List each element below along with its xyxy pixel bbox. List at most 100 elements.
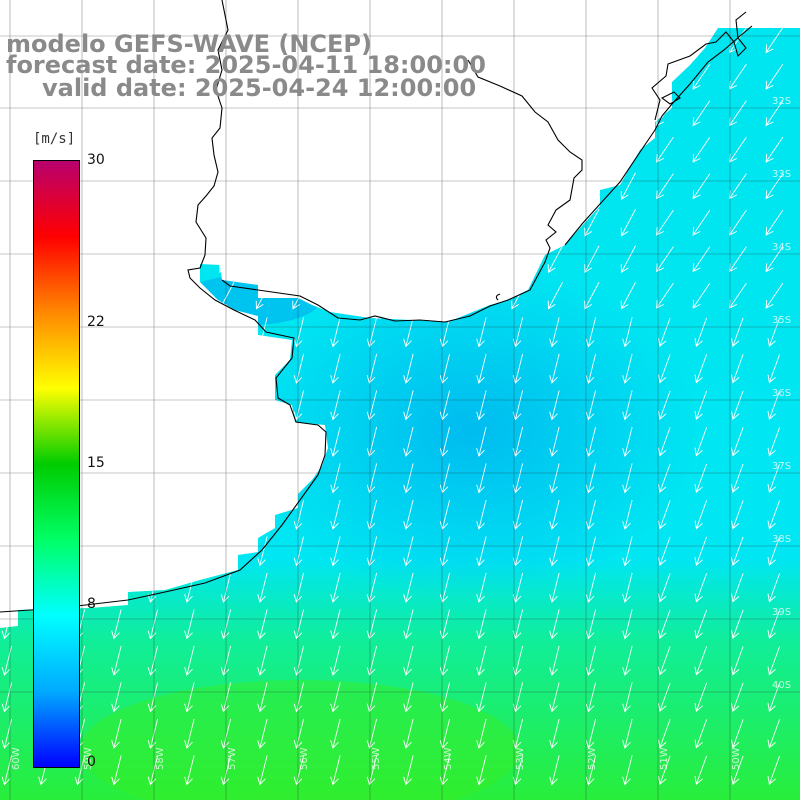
wind-arrow xyxy=(731,500,744,530)
wind-arrow xyxy=(330,609,341,640)
wind-arrow xyxy=(366,609,378,640)
wind-arrow xyxy=(293,609,305,640)
wind-arrow xyxy=(549,353,560,384)
colorbar-tick-label: 0 xyxy=(87,754,96,770)
wind-arrow xyxy=(549,536,560,567)
wind-arrow xyxy=(476,572,487,603)
wind-arrow xyxy=(694,536,708,566)
wind-arrow xyxy=(765,246,784,273)
latitude-label: 36S xyxy=(772,388,791,399)
wind-arrow xyxy=(549,499,560,530)
wind-arrow xyxy=(366,317,378,348)
wind-arrow xyxy=(439,572,451,603)
colorbar-unit: [m/s] xyxy=(33,131,76,147)
wind-arrow xyxy=(767,719,781,749)
wind-arrow xyxy=(220,718,232,749)
wind-arrow xyxy=(184,718,195,749)
wind-arrow xyxy=(692,136,711,163)
wind-arrow xyxy=(584,282,600,310)
wind-arrow xyxy=(257,718,268,749)
longitude-label: 54W xyxy=(443,747,454,770)
wind-arrow xyxy=(767,463,781,493)
wind-arrow xyxy=(767,646,781,676)
wind-arrow xyxy=(656,282,674,309)
wind-arrow xyxy=(622,317,633,348)
wind-arrow xyxy=(366,755,378,786)
wind-arrow xyxy=(731,646,744,676)
wind-arrow xyxy=(476,499,487,530)
wind-arrow xyxy=(658,719,671,749)
wind-arrow xyxy=(476,645,487,676)
wind-arrow xyxy=(330,499,341,530)
wind-arrow xyxy=(547,282,563,310)
wind-arrow xyxy=(765,173,784,200)
wind-arrow xyxy=(366,499,378,530)
wind-arrow xyxy=(439,353,451,384)
wind-arrow xyxy=(656,173,674,200)
wind-arrow xyxy=(731,609,744,639)
wind-arrow xyxy=(330,463,341,494)
wind-arrow xyxy=(257,536,268,567)
wind-arrow xyxy=(257,609,268,640)
wind-arrow xyxy=(731,719,744,749)
wind-arrow xyxy=(731,755,744,785)
wind-arrow xyxy=(765,63,784,90)
wind-arrow xyxy=(220,572,232,603)
longitude-label: 52W xyxy=(587,747,598,770)
wind-arrow xyxy=(293,353,305,384)
wind-arrow xyxy=(403,755,414,786)
wind-arrow xyxy=(585,353,597,384)
latitude-label: 37S xyxy=(772,461,791,472)
longitude-label: 53W xyxy=(515,747,526,770)
colorbar-tick-label: 8 xyxy=(87,596,96,613)
wind-arrow xyxy=(694,427,708,457)
latitude-label: 34S xyxy=(772,242,791,253)
longitude-label: 56W xyxy=(299,747,310,770)
wind-arrow xyxy=(585,426,597,457)
wind-arrow xyxy=(330,390,341,421)
wind-arrow xyxy=(476,682,487,713)
wind-arrow xyxy=(439,718,451,749)
wind-arrow xyxy=(585,463,597,494)
wind-arrow xyxy=(658,609,671,639)
wind-arrow xyxy=(694,354,708,384)
wind-arrow xyxy=(694,609,708,639)
wind-arrow xyxy=(658,755,671,785)
wind-arrow xyxy=(111,682,122,713)
wind-arrow xyxy=(767,427,781,457)
wind-arrow xyxy=(656,246,674,273)
wind-arrow xyxy=(585,609,597,640)
wind-arrow xyxy=(658,463,671,493)
longitude-label: 50W xyxy=(731,747,742,770)
wind-arrow xyxy=(403,499,414,530)
wind-arrow xyxy=(366,426,378,457)
colorbar-tick-label: 22 xyxy=(87,313,105,330)
wind-arrow xyxy=(257,682,268,713)
wind-arrow xyxy=(220,645,232,676)
wind-arrow xyxy=(293,682,305,713)
wind-arrow xyxy=(293,317,305,348)
coastline xyxy=(0,0,753,613)
wind-arrow xyxy=(767,755,781,785)
latitude-label: 35S xyxy=(772,315,791,326)
wind-arrow xyxy=(257,755,268,786)
wind-arrow xyxy=(765,209,784,236)
latitude-label: 33S xyxy=(772,169,791,180)
wind-arrow xyxy=(658,500,671,530)
wind-arrow xyxy=(767,354,781,384)
wind-arrow xyxy=(620,245,636,274)
wind-arrow xyxy=(622,390,633,421)
wind-arrow xyxy=(622,718,633,749)
wind-arrow xyxy=(184,682,195,713)
wind-arrow xyxy=(620,209,636,237)
wind-arrow xyxy=(403,536,414,567)
wind-arrow xyxy=(620,172,636,201)
wind-arrow xyxy=(767,609,781,639)
wind-arrow xyxy=(692,63,711,90)
wind-arrow xyxy=(403,463,414,494)
wind-arrow xyxy=(622,353,633,384)
wind-arrow xyxy=(767,390,781,420)
wind-arrow xyxy=(1,755,13,786)
wind-arrow xyxy=(330,317,341,348)
